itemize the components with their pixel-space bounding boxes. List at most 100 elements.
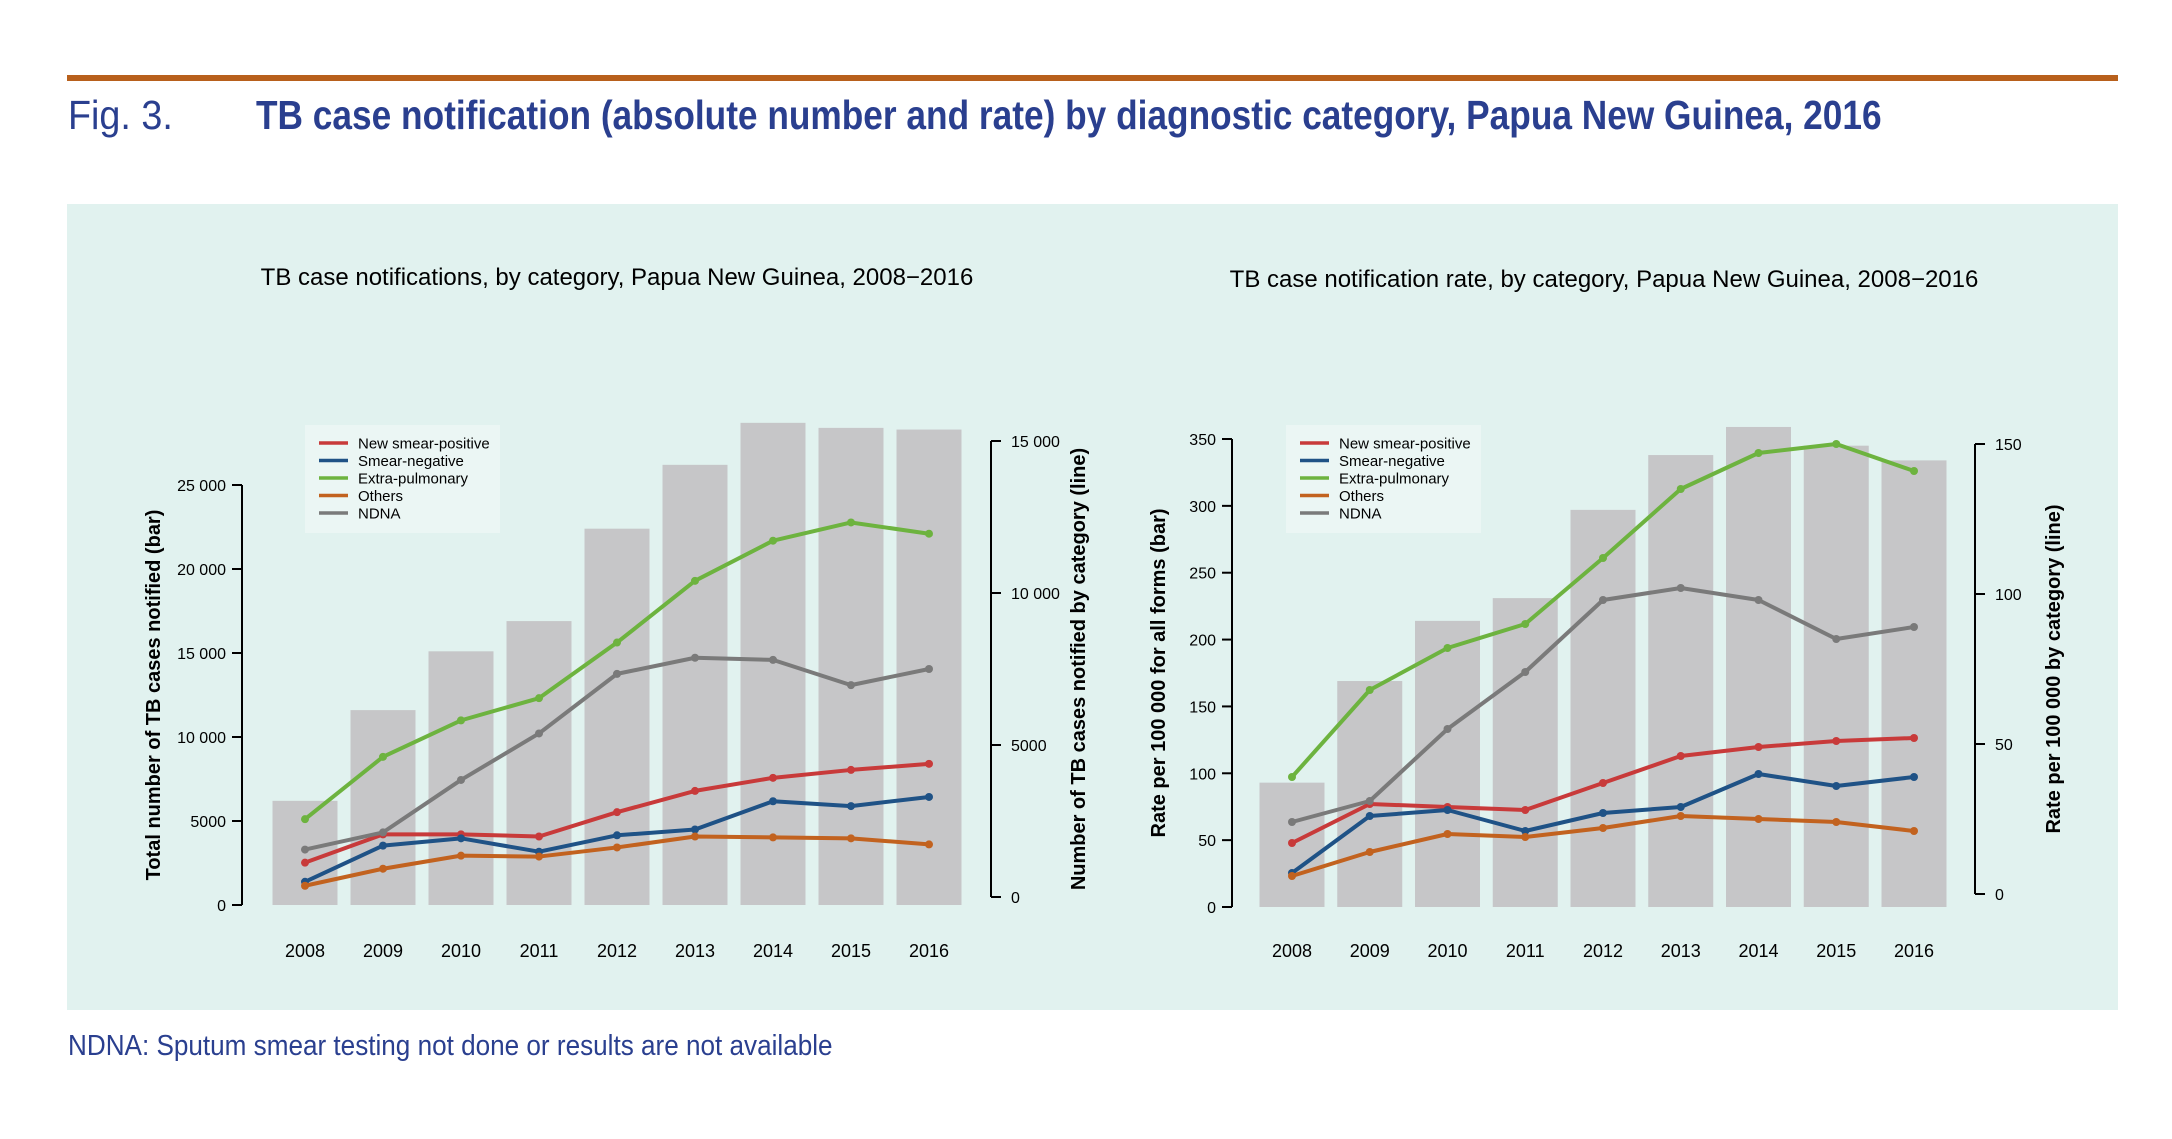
- point-extra_pulmonary-2012: [613, 638, 621, 647]
- point-others-2013: [1676, 812, 1685, 820]
- y-tick-label-left: 100: [1189, 766, 1216, 783]
- point-extra_pulmonary-2012: [1599, 554, 1607, 562]
- point-new_smear_positive-2015: [847, 765, 855, 774]
- y-tick-label-left: 20 000: [177, 562, 226, 579]
- legend: New smear-positiveSmear-negativeExtra-pu…: [305, 425, 500, 533]
- bar-2015: [1803, 445, 1869, 907]
- bar-2014: [1726, 426, 1791, 907]
- point-extra_pulmonary-2009: [379, 752, 387, 761]
- x-tick-label: 2010: [1427, 941, 1467, 961]
- point-new_smear_positive-2015: [1832, 737, 1841, 745]
- point-ndna-2009: [1365, 797, 1374, 805]
- point-ndna-2011: [535, 729, 543, 738]
- bar-2012: [1570, 509, 1636, 907]
- y-tick-label-left: 200: [1189, 633, 1216, 650]
- point-others-2016: [1910, 827, 1918, 835]
- point-extra_pulmonary-2008: [1288, 773, 1296, 781]
- legend-label-ndna: NDNA: [1339, 506, 1382, 523]
- y-tick-label-left: 0: [1207, 900, 1216, 917]
- x-tick-label: 2012: [1583, 941, 1623, 961]
- point-ndna-2011: [1521, 668, 1530, 676]
- point-extra_pulmonary-2015: [847, 518, 855, 527]
- point-ndna-2012: [613, 669, 621, 678]
- point-smear_negative-2014: [769, 797, 777, 806]
- point-others-2014: [769, 833, 777, 842]
- x-tick-label: 2016: [909, 941, 949, 961]
- point-extra_pulmonary-2010: [1443, 644, 1452, 652]
- point-new_smear_positive-2014: [769, 773, 777, 782]
- point-ndna-2015: [847, 681, 855, 690]
- chart-title: TB case notifications, by category, Papu…: [261, 264, 974, 291]
- chart-2: TB case notification rate, by category, …: [1148, 266, 2065, 961]
- point-others-2014: [1754, 815, 1763, 823]
- y-tick-label-left: 10 000: [177, 730, 226, 747]
- y-axis-title-left: Total number of TB cases notified (bar): [143, 510, 165, 881]
- point-extra_pulmonary-2013: [691, 576, 699, 585]
- point-others-2015: [1832, 818, 1841, 826]
- x-tick-label: 2011: [1506, 941, 1545, 961]
- point-new_smear_positive-2014: [1754, 743, 1763, 751]
- point-smear_negative-2016: [925, 792, 933, 801]
- point-extra_pulmonary-2013: [1676, 485, 1685, 493]
- point-ndna-2016: [1910, 623, 1918, 631]
- point-ndna-2015: [1832, 635, 1841, 643]
- point-extra_pulmonary-2014: [1754, 449, 1763, 457]
- point-smear_negative-2015: [1832, 782, 1841, 790]
- point-smear_negative-2016: [1910, 773, 1918, 781]
- point-smear_negative-2015: [847, 802, 855, 811]
- point-others-2012: [1599, 824, 1607, 832]
- y-tick-label-left: 25 000: [177, 478, 226, 495]
- legend-label-ndna: NDNA: [358, 506, 401, 523]
- point-ndna-2014: [1754, 596, 1763, 604]
- legend-label-smear_negative: Smear-negative: [358, 453, 464, 470]
- bar-2009: [350, 710, 416, 905]
- x-tick-label: 2014: [753, 941, 793, 961]
- y-axis-title-right: Rate per 100 000 by category (line): [2043, 504, 2065, 833]
- y-tick-label-left: 0: [217, 898, 226, 915]
- point-others-2010: [1443, 830, 1452, 838]
- y-tick-label-left: 300: [1189, 499, 1216, 516]
- point-new_smear_positive-2016: [925, 759, 933, 768]
- point-ndna-2012: [1599, 596, 1607, 604]
- point-smear_negative-2012: [1599, 809, 1607, 817]
- x-tick-label: 2013: [1661, 941, 1701, 961]
- point-extra_pulmonary-2011: [535, 694, 543, 703]
- point-extra_pulmonary-2014: [769, 536, 777, 545]
- header-rule: [67, 75, 2118, 81]
- point-extra_pulmonary-2011: [1521, 620, 1530, 628]
- bar-2009: [1337, 681, 1403, 907]
- y-tick-label-right: 50: [1995, 737, 2013, 754]
- point-others-2009: [1365, 848, 1374, 856]
- point-extra_pulmonary-2009: [1365, 686, 1374, 694]
- y-tick-label-right: 10 000: [1011, 586, 1060, 603]
- point-new_smear_positive-2008: [1288, 839, 1296, 847]
- point-new_smear_positive-2013: [691, 786, 699, 795]
- y-axis-title-right: Number of TB cases notified by category …: [1068, 448, 1090, 890]
- y-tick-label-right: 0: [1995, 887, 2004, 904]
- x-tick-label: 2015: [1816, 941, 1856, 961]
- point-new_smear_positive-2016: [1910, 734, 1918, 742]
- y-tick-label-left: 5000: [190, 814, 226, 831]
- bar-2015: [818, 427, 884, 905]
- legend-label-others: Others: [358, 488, 403, 505]
- point-others-2008: [301, 881, 309, 890]
- y-tick-label-right: 0: [1011, 890, 1020, 907]
- point-smear_negative-2011: [1521, 827, 1530, 835]
- y-tick-label-right: 5000: [1011, 738, 1047, 755]
- y-tick-label-right: 15 000: [1011, 434, 1060, 451]
- bar-2014: [740, 422, 806, 905]
- point-extra_pulmonary-2016: [1910, 467, 1918, 475]
- point-smear_negative-2010: [457, 834, 465, 843]
- x-tick-label: 2009: [1350, 941, 1390, 961]
- legend-label-new_smear_positive: New smear-positive: [358, 436, 490, 453]
- y-axis-title-left: Rate per 100 000 for all forms (bar): [1148, 508, 1170, 837]
- bar-2010: [1415, 620, 1480, 907]
- bar-2011: [506, 621, 572, 905]
- y-tick-label-left: 150: [1189, 699, 1216, 716]
- point-others-2010: [457, 851, 465, 860]
- point-new_smear_positive-2012: [1599, 779, 1607, 787]
- figure-title: TB case notification (absolute number an…: [256, 92, 1882, 138]
- y-tick-label-right: 100: [1995, 587, 2022, 604]
- x-tick-label: 2013: [675, 941, 715, 961]
- y-tick-label-left: 50: [1198, 833, 1216, 850]
